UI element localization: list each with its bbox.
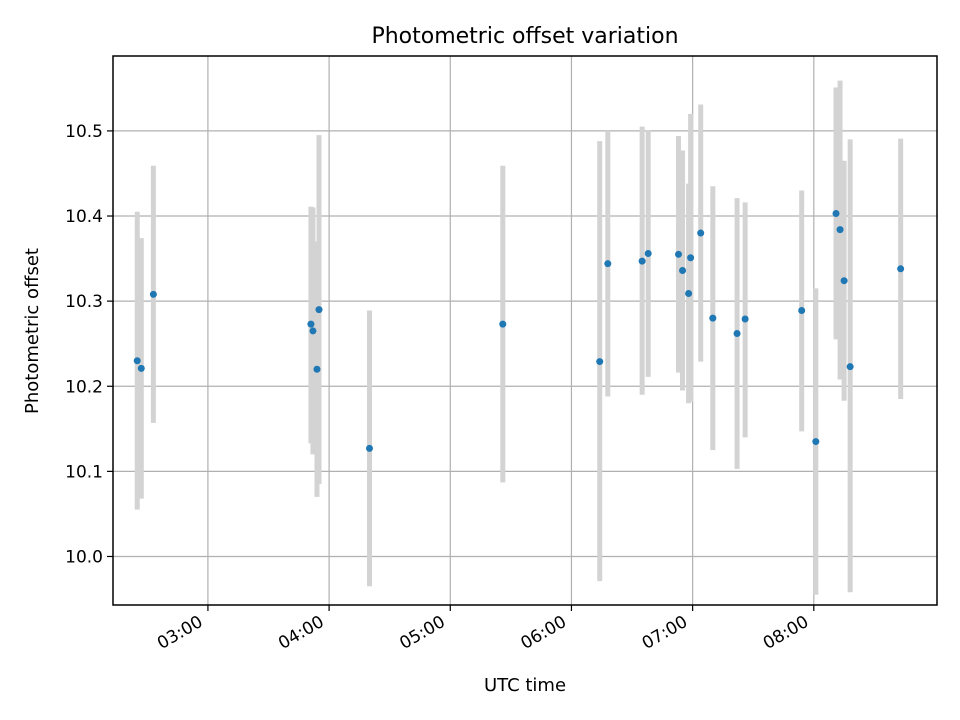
data-point (604, 260, 612, 268)
x-tick-label: 07:00 (639, 612, 691, 654)
x-tick-label: 06:00 (518, 612, 570, 654)
data-point (798, 306, 806, 314)
x-tick-label: 04:00 (275, 612, 327, 654)
data-point (832, 209, 840, 217)
data-point (309, 327, 317, 335)
data-point (133, 357, 141, 365)
data-point (307, 320, 315, 328)
x-tick-label: 05:00 (396, 612, 448, 654)
data-point (697, 229, 705, 237)
data-point (644, 249, 652, 257)
chart-title: Photometric offset variation (371, 24, 678, 49)
y-axis-label: Photometric offset (22, 248, 43, 414)
data-point (741, 315, 749, 323)
error-bars (134, 80, 904, 595)
y-ticks: 10.0 10.1 10.2 10.3 10.4 10.5 (65, 122, 113, 567)
data-point (836, 226, 844, 234)
data-point (137, 364, 145, 372)
y-tick-label: 10.5 (65, 122, 103, 142)
data-point (149, 290, 157, 298)
data-point (499, 320, 507, 328)
x-tick-label: 03:00 (154, 612, 206, 654)
data-point (846, 363, 854, 371)
data-point (733, 329, 741, 337)
data-point (674, 250, 682, 258)
y-tick-label: 10.0 (65, 547, 103, 567)
data-point (685, 289, 693, 297)
y-tick-label: 10.4 (65, 207, 103, 227)
y-tick-label: 10.1 (65, 462, 103, 482)
data-point (638, 257, 646, 265)
x-tick-label: 08:00 (760, 612, 812, 654)
data-points (133, 209, 905, 452)
data-point (812, 438, 820, 446)
data-point (709, 314, 717, 322)
data-point (315, 306, 323, 314)
plot-frame (112, 55, 938, 606)
y-tick-label: 10.3 (65, 292, 103, 312)
data-point (897, 265, 905, 273)
data-point (313, 365, 321, 373)
data-point (840, 277, 848, 285)
data-point (679, 266, 687, 274)
data-point (687, 254, 695, 262)
data-point (365, 444, 373, 452)
data-point (596, 358, 604, 366)
x-ticks: 03:00 04:00 05:00 06:00 07:00 08:00 (154, 605, 815, 654)
y-tick-label: 10.2 (65, 377, 103, 397)
x-axis-label: UTC time (484, 675, 566, 696)
